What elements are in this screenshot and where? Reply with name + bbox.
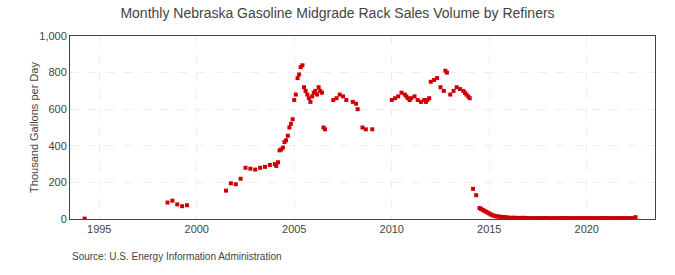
svg-text:Thousand Gallons per Day: Thousand Gallons per Day: [28, 62, 40, 193]
svg-text:0: 0: [61, 213, 67, 225]
svg-text:2015: 2015: [477, 223, 501, 235]
svg-text:Monthly Nebraska Gasoline Midg: Monthly Nebraska Gasoline Midgrade Rack …: [120, 5, 554, 21]
svg-text:400: 400: [48, 140, 66, 152]
svg-text:1995: 1995: [87, 223, 111, 235]
svg-text:1,000: 1,000: [39, 30, 67, 42]
svg-text:200: 200: [48, 176, 66, 188]
svg-text:2005: 2005: [282, 223, 306, 235]
svg-text:600: 600: [48, 103, 66, 115]
svg-text:Source: U.S. Energy Informatio: Source: U.S. Energy Information Administ…: [72, 251, 282, 262]
svg-text:2000: 2000: [185, 223, 209, 235]
svg-text:800: 800: [48, 66, 66, 78]
svg-text:2010: 2010: [380, 223, 404, 235]
svg-text:2020: 2020: [575, 223, 599, 235]
